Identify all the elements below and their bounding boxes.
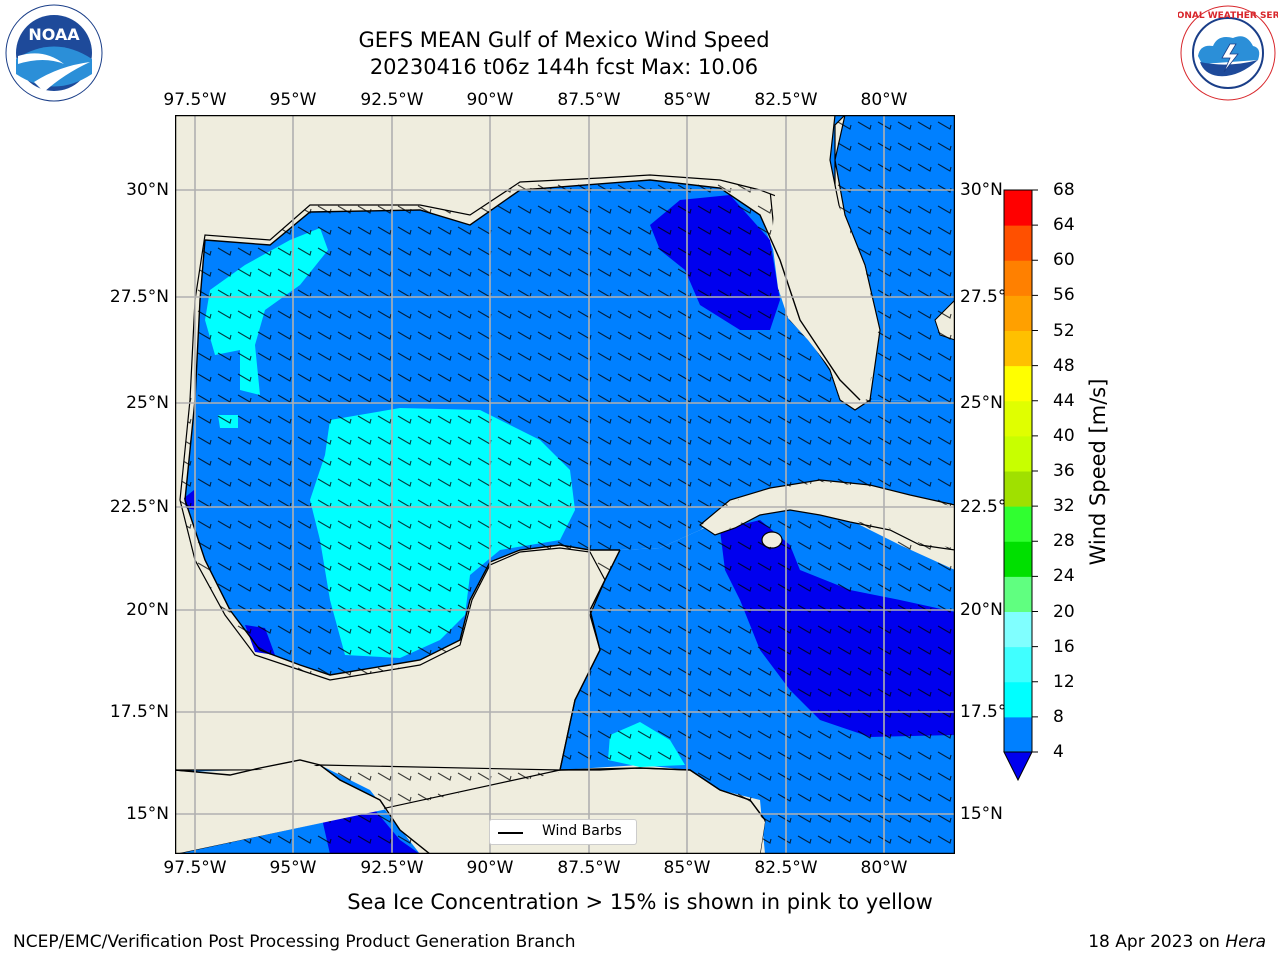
colorbar-segment (1004, 260, 1032, 296)
colorbar-segment (1004, 541, 1032, 577)
colorbar-tick-label: 48 (1053, 355, 1075, 376)
footer-date: 18 Apr 2023 on Hera (1088, 932, 1266, 952)
colorbar-tick-label: 32 (1053, 496, 1075, 517)
lon-label-bottom: 87.5°W (557, 858, 621, 878)
map-legend: Wind Barbs (489, 819, 637, 845)
gulf-wind-map (175, 115, 955, 854)
map-title: GEFS MEAN Gulf of Mexico Wind Speed (358, 28, 770, 52)
svg-text:NATIONAL WEATHER SERVICE: NATIONAL WEATHER SERVICE (1178, 11, 1278, 21)
colorbar-segment (1004, 295, 1032, 331)
colorbar-tick-label: 60 (1053, 250, 1075, 271)
graticule (175, 115, 955, 854)
colorbar-label: Wind Speed [m/s] (1086, 378, 1110, 566)
lon-label-bottom: 95°W (269, 858, 317, 878)
colorbar-tick-label: 24 (1053, 566, 1075, 587)
lat-label-right: 20°N (960, 600, 1003, 620)
lon-label-top: 82.5°W (754, 90, 818, 110)
legend-label: Wind Barbs (542, 823, 622, 839)
colorbar-segment (1004, 506, 1032, 542)
colorbar-segment (1004, 716, 1032, 753)
colorbar-segment (1004, 225, 1032, 261)
wind-barb-legend-line (498, 832, 523, 834)
lat-label-right: 30°N (960, 180, 1003, 200)
colorbar-segment (1004, 576, 1032, 612)
lon-label-bottom: 97.5°W (163, 858, 227, 878)
lat-label-right: 15°N (960, 804, 1003, 824)
colorbar-segment (1004, 471, 1032, 507)
colorbar-tick-label: 56 (1053, 285, 1075, 306)
colorbar-segment (1004, 190, 1032, 226)
lon-label-top: 90°W (466, 90, 514, 110)
colorbar-tick-label: 68 (1053, 180, 1075, 200)
lon-label-bottom: 82.5°W (754, 858, 818, 878)
colorbar-segment (1004, 646, 1032, 683)
coastline-yucatan (559, 549, 766, 821)
colorbar-tick-label: 8 (1053, 706, 1064, 727)
colorbar-tick-label: 4 (1053, 742, 1064, 762)
lon-label-top: 80°W (860, 90, 908, 110)
colorbar-tick-label: 44 (1053, 390, 1075, 411)
colorbar-segment (1004, 400, 1032, 437)
lon-label-top: 85°W (663, 90, 711, 110)
sea-ice-note: Sea Ice Concentration > 15% is shown in … (347, 890, 933, 914)
colorbar-segment (1004, 611, 1032, 648)
footer-date-text: 18 Apr 2023 on (1088, 932, 1226, 952)
lat-label-left: 17.5°N (109, 702, 169, 722)
lon-label-bottom: 92.5°W (360, 858, 424, 878)
colorbar-segment (1004, 365, 1032, 402)
lat-label-left: 20°N (126, 600, 169, 620)
colorbar-tick-label: 12 (1053, 671, 1075, 692)
lon-label-top: 87.5°W (557, 90, 621, 110)
footer-credit: NCEP/EMC/Verification Post Processing Pr… (13, 932, 576, 952)
colorbar-tick-label: 20 (1053, 601, 1075, 622)
lon-label-top: 92.5°W (360, 90, 424, 110)
lat-label-right: 25°N (960, 393, 1003, 413)
lat-label-left: 25°N (126, 393, 169, 413)
colorbar-tick-label: 28 (1053, 531, 1075, 552)
lon-label-top: 97.5°W (163, 90, 227, 110)
lat-label-left: 15°N (126, 804, 169, 824)
nws-logo-icon: NATIONAL WEATHER SERVICE (1178, 5, 1278, 101)
lon-label-bottom: 90°W (466, 858, 514, 878)
colorbar-segment (1004, 330, 1032, 367)
lat-label-left: 22.5°N (109, 497, 169, 517)
colorbar-tick-label: 36 (1053, 461, 1075, 481)
colorbar-tick-label: 52 (1053, 320, 1075, 341)
noaa-logo-icon: NOAA (5, 4, 103, 102)
colorbar-tick-label: 40 (1053, 425, 1075, 446)
wind-speed-colorbar (1003, 189, 1038, 782)
lon-label-bottom: 80°W (860, 858, 908, 878)
svg-text:NOAA: NOAA (28, 25, 80, 44)
footer-machine: Hera (1225, 932, 1266, 952)
colorbar-tick-label: 64 (1053, 215, 1075, 236)
colorbar-extend-triangle (1003, 751, 1033, 782)
lon-label-top: 95°W (269, 90, 317, 110)
lat-label-left: 27.5°N (109, 287, 169, 307)
coastline-gulf (184, 179, 861, 676)
lon-label-bottom: 85°W (663, 858, 711, 878)
colorbar-tick-label: 16 (1053, 636, 1075, 657)
colorbar-segment (1004, 435, 1032, 472)
colorbar-segment (1004, 681, 1032, 718)
coastline-pacific (175, 759, 431, 854)
lat-label-left: 30°N (126, 180, 169, 200)
map-subtitle: 20230416 t06z 144h fcst Max: 10.06 (369, 55, 759, 79)
